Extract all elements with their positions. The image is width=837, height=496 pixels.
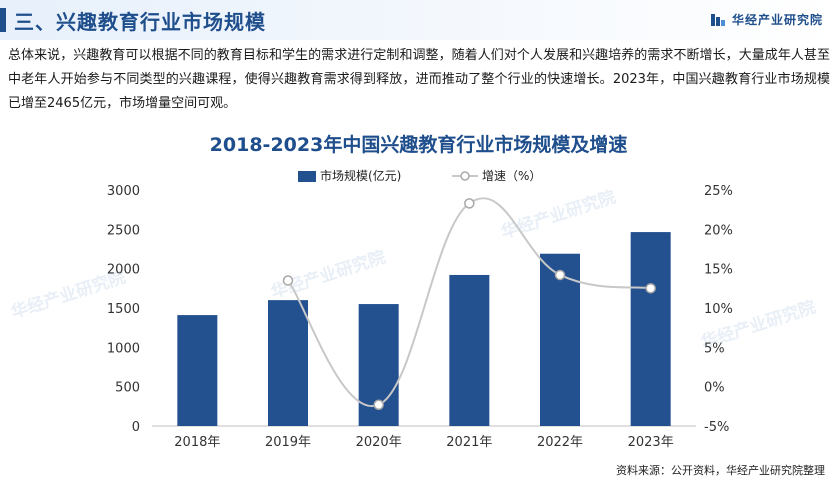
- growth-rate-point: [645, 283, 656, 294]
- section-header: 三、兴趣教育行业市场规模 华经产业研究院: [0, 0, 837, 40]
- right-tick-label: 15%: [704, 263, 733, 278]
- left-tick-label: 2500: [107, 223, 140, 238]
- growth-rate-point: [554, 269, 566, 281]
- x-tick-label: 2021年: [446, 435, 492, 450]
- section-title: 三、兴趣教育行业市场规模: [14, 10, 266, 34]
- bar-market-size: [449, 274, 490, 426]
- x-tick-label: 2022年: [537, 435, 583, 450]
- bar-market-size: [268, 300, 308, 426]
- left-tick-label: 1500: [107, 302, 140, 317]
- x-tick-label: 2020年: [356, 435, 402, 450]
- growth-rate-point: [282, 275, 294, 286]
- left-tick-label: 2000: [107, 263, 140, 278]
- legend-swatch-bar: [298, 171, 316, 182]
- chart-title: 2018-2023年中国兴趣教育行业市场规模及增速: [209, 134, 628, 156]
- x-tick-label: 2019年: [265, 435, 311, 450]
- right-tick-label: 0%: [704, 381, 725, 396]
- right-tick-label: 5%: [704, 341, 725, 356]
- watermark-text: 华经产业研究院: [498, 186, 618, 243]
- bar-market-size: [630, 232, 671, 426]
- source-note: 资料来源：公开资料，华经产业研究院整理: [616, 464, 825, 477]
- header-accent-bar: [0, 8, 6, 32]
- brand: 华经产业研究院: [710, 11, 823, 28]
- right-tick-label: 25%: [704, 184, 733, 199]
- right-tick-label: 20%: [704, 223, 733, 238]
- legend-label-bar: 市场规模(亿元): [320, 168, 401, 183]
- legend-marker-swatch: [460, 171, 470, 181]
- x-tick-label: 2018年: [174, 435, 220, 450]
- x-tick-label: 2023年: [628, 435, 674, 450]
- summary-paragraph: 总体来说，兴趣教育可以根据不同的教育目标和学生的需求进行定制和调整，随着人们对个…: [8, 48, 830, 111]
- brand-logo-icon: [710, 13, 725, 26]
- bar-market-size: [540, 253, 580, 426]
- left-tick-label: 0: [132, 420, 140, 435]
- growth-rate-point: [464, 198, 475, 209]
- left-tick-label: 500: [115, 381, 140, 396]
- right-tick-label: -5%: [704, 420, 729, 435]
- watermark-text: 华经产业研究院: [268, 246, 388, 303]
- left-tick-label: 1000: [107, 341, 140, 356]
- growth-rate-line: [287, 197, 651, 408]
- legend-label-line: 增速（%）: [482, 169, 541, 183]
- growth-rate-point: [373, 399, 384, 411]
- left-tick-label: 3000: [107, 184, 140, 199]
- bar-market-size: [177, 315, 218, 426]
- brand-name: 华经产业研究院: [731, 13, 823, 27]
- right-tick-label: 10%: [704, 302, 733, 317]
